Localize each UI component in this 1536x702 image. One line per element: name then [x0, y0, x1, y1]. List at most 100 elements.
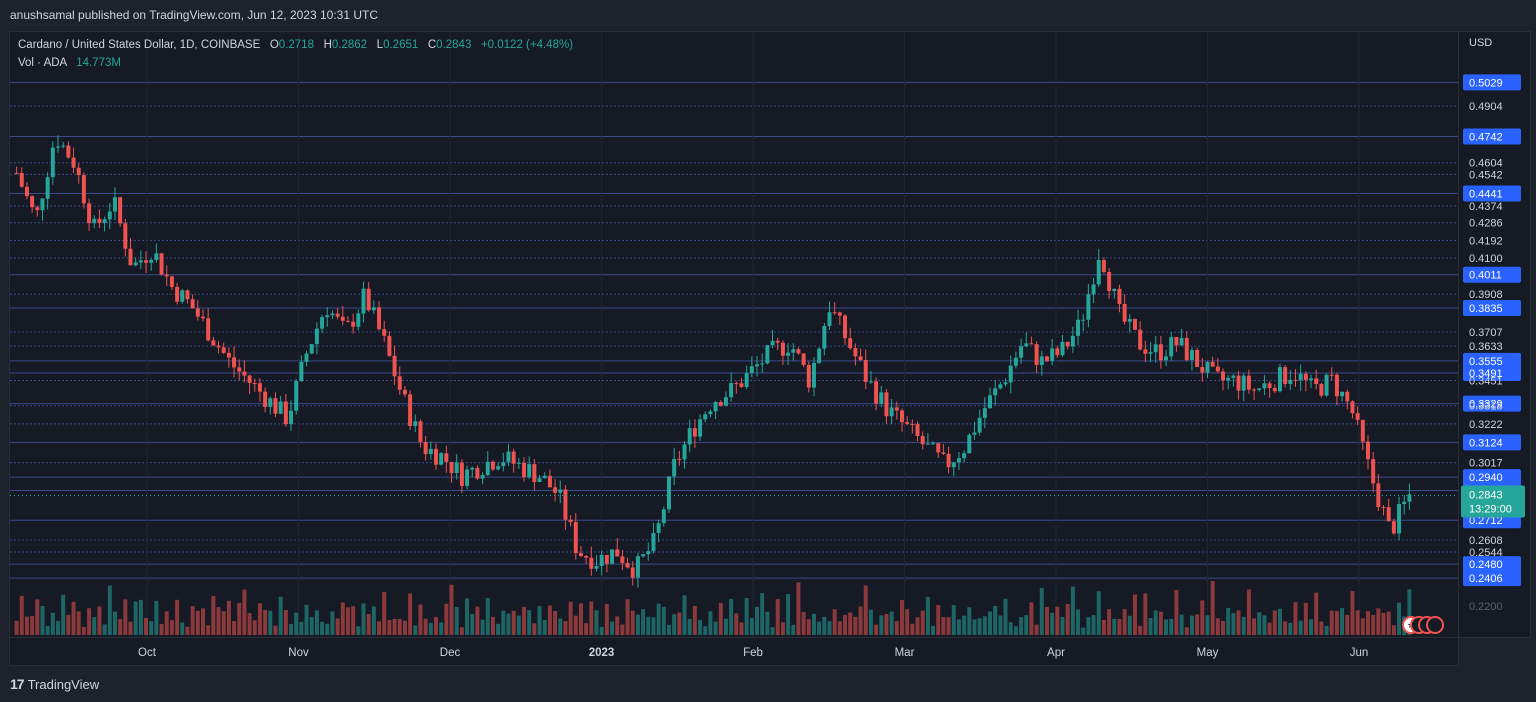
candle-body	[169, 276, 174, 287]
volume-bar	[345, 607, 350, 635]
candle-body	[915, 424, 920, 437]
candle-body	[242, 371, 247, 376]
candle-body	[1267, 383, 1272, 389]
volume-bar	[1386, 611, 1391, 635]
volume-bar	[589, 601, 594, 635]
volume-bar	[35, 599, 40, 635]
candle-body	[817, 348, 822, 363]
volume-bar	[19, 595, 24, 635]
volume-bar	[371, 606, 376, 635]
volume-bar	[1366, 611, 1370, 635]
volume-bar	[1107, 609, 1112, 635]
candle-body	[837, 312, 842, 316]
candle-body	[982, 408, 987, 418]
candle-body	[641, 554, 646, 557]
tradingview-logo[interactable]: 17 TradingView	[10, 676, 99, 692]
candle-body	[314, 328, 319, 345]
candle-body	[1148, 352, 1153, 354]
volume-bar	[118, 619, 123, 635]
volume-bar	[81, 626, 86, 635]
candle-body	[257, 383, 262, 392]
candle-body	[50, 147, 55, 178]
price-tick-label: 0.3633	[1469, 341, 1503, 353]
volume-bar	[138, 599, 143, 635]
candle-body	[511, 451, 516, 464]
candle-body	[661, 509, 666, 524]
volume-bar	[729, 598, 734, 635]
candle-body	[775, 340, 780, 343]
volume-bar	[232, 621, 237, 635]
candle-body	[283, 401, 288, 425]
volume-bar	[1200, 600, 1205, 635]
volume-bar	[237, 603, 242, 635]
candle-body	[1221, 371, 1225, 381]
candle-body	[195, 308, 200, 317]
candle-body	[299, 361, 304, 382]
candle-body	[749, 366, 754, 374]
candle-body	[30, 196, 35, 208]
time-axis[interactable]: OctNovDec2023FebMarAprMayJun19	[9, 638, 1459, 666]
volume-bar	[1148, 618, 1153, 635]
volume-bar	[330, 611, 335, 635]
candle-body	[102, 219, 107, 223]
candle-body	[667, 476, 671, 510]
volume-bar	[739, 622, 744, 635]
chart-pane[interactable]	[9, 31, 1459, 638]
volume-bar	[1091, 615, 1096, 635]
candle-body	[972, 432, 977, 435]
candle-body	[542, 475, 547, 479]
time-tick-label: Oct	[138, 647, 157, 659]
candle-body	[1210, 361, 1215, 367]
candle-body	[14, 172, 19, 174]
volume-bar	[656, 603, 661, 635]
candle-body	[1257, 388, 1262, 390]
price-level-badge	[1463, 469, 1521, 486]
time-axis-svg[interactable]: OctNovDec2023FebMarAprMayJun19	[10, 638, 1458, 665]
candle-body	[454, 462, 459, 474]
event-marker-icon[interactable]	[1426, 616, 1444, 634]
candle-body	[599, 554, 604, 566]
candle-body	[459, 462, 464, 486]
volume-bar	[1303, 602, 1308, 635]
price-axis[interactable]: USD 0.5029 0.4904 0.4742 0.4604 0.4542 0.4441 0…	[1459, 31, 1531, 638]
candle-body	[1272, 388, 1277, 392]
volume-bar	[190, 606, 195, 635]
volume-bar	[1029, 602, 1034, 635]
volume-bar	[1381, 612, 1386, 635]
volume-bar	[993, 605, 998, 635]
volume-bar	[832, 609, 837, 635]
event-markers[interactable]: ★	[1402, 616, 1444, 634]
volume-bar	[868, 609, 873, 635]
legend-open-label: O	[269, 39, 279, 51]
legend-close-value: 0.2843	[436, 39, 472, 51]
volume-bar	[848, 612, 853, 635]
volume-bar	[635, 614, 640, 635]
candle-body	[713, 402, 718, 412]
candle-body	[1143, 349, 1148, 354]
volume-bar	[604, 603, 609, 635]
volume-bar	[988, 611, 992, 635]
volume-bar	[480, 619, 485, 635]
volume-bar	[216, 607, 221, 635]
volume-bar	[827, 621, 832, 635]
candle-body	[1329, 374, 1334, 376]
legend-symbol: Cardano / United States Dollar, 1D, COIN…	[18, 39, 261, 51]
price-tick-label: 0.4542	[1469, 169, 1503, 181]
candle-body	[392, 355, 397, 377]
candle-body	[92, 218, 97, 224]
volume-bar	[1143, 593, 1148, 635]
candle-body	[325, 315, 330, 318]
candle-body	[320, 317, 325, 329]
volume-bar	[718, 602, 723, 635]
candle-body	[708, 411, 713, 415]
candle-body	[1226, 377, 1231, 381]
legend-volume-label: Vol · ADA	[18, 57, 67, 69]
candle-body	[263, 391, 268, 407]
candle-body	[366, 288, 371, 311]
volume-bar	[811, 613, 816, 635]
candle-body	[755, 364, 759, 367]
candle-body	[24, 186, 29, 197]
price-chart[interactable]	[10, 32, 1458, 637]
candle-body	[615, 549, 620, 557]
price-axis-svg[interactable]: USD0.50290.49040.47420.46040.45420.44410…	[1459, 32, 1529, 637]
